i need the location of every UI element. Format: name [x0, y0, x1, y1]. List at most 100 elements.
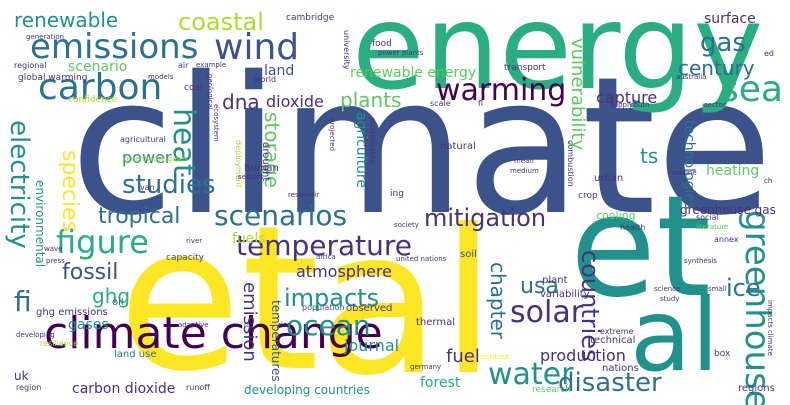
- word-technical: technical: [590, 335, 636, 346]
- word-resilience: resilience: [40, 339, 79, 348]
- word-greenhouse-gas: greenhouse gas: [680, 203, 776, 217]
- word-natural: natural: [440, 141, 476, 152]
- word-population: population: [302, 303, 345, 312]
- word-ocean: ocean: [286, 309, 371, 342]
- word-forest: forest: [420, 375, 461, 391]
- word-fuel: fuel: [446, 346, 480, 367]
- word-nations: nations: [602, 363, 639, 374]
- word-atmosphere: atmosphere: [296, 262, 392, 281]
- word-projected: projected: [328, 118, 336, 152]
- word-research: research: [532, 385, 571, 395]
- word-scenario: scenario: [68, 59, 128, 75]
- word-region: region: [16, 383, 42, 392]
- word-countries: countries: [576, 250, 604, 362]
- word-electricity: electricity: [4, 120, 34, 249]
- word-wave: wave: [44, 245, 63, 253]
- word-sectors: sectors: [238, 173, 264, 181]
- word-extreme: extreme: [600, 327, 634, 336]
- word-ch: ch: [764, 177, 773, 185]
- word-temperature: temperature: [236, 229, 412, 262]
- word-fossil: fossil: [62, 260, 119, 285]
- word-institute: institute: [480, 353, 509, 361]
- word-capacity: capacity: [166, 253, 204, 263]
- word-urban: urban: [594, 173, 624, 184]
- word-global-warming: global warming: [18, 73, 88, 83]
- word-press: press: [46, 257, 65, 265]
- word-gases: gases: [68, 317, 109, 333]
- word-ghg: ghg: [92, 284, 131, 308]
- word-world: world: [254, 75, 277, 84]
- word-renewable: renewable: [14, 8, 119, 32]
- word-water: water: [488, 357, 574, 392]
- word-social: social: [696, 213, 719, 222]
- word-temperatures: temperatures: [269, 300, 283, 382]
- word-example: example: [196, 61, 227, 69]
- word-heat: heat: [166, 108, 201, 176]
- word-medium: medium: [510, 167, 539, 175]
- word-regions: regions: [738, 383, 775, 394]
- word-surface: surface: [704, 11, 756, 27]
- word-capture: capture: [596, 88, 658, 107]
- word-air: air: [178, 61, 189, 70]
- word-deployment: deployment: [234, 140, 243, 188]
- word-climate: climate: [70, 36, 773, 257]
- word-marine: marine: [672, 169, 697, 177]
- word-van: van: [140, 183, 155, 192]
- word-mitigation: mitigation: [424, 204, 547, 232]
- word-oil: oil: [112, 297, 124, 308]
- word-fl: fl: [478, 99, 484, 108]
- word-united-nations: united nations: [396, 255, 447, 263]
- word-models: models: [148, 73, 174, 81]
- word-germany: germany: [410, 363, 442, 371]
- word-warming: warming: [436, 73, 567, 108]
- word-agriculture: agriculture: [353, 112, 369, 188]
- word-power-plants: power plants: [378, 49, 424, 57]
- word-river: river: [186, 237, 203, 245]
- word-developing: developing: [16, 331, 55, 339]
- word-land: land: [264, 63, 295, 79]
- word-et-2: et: [570, 166, 712, 329]
- word-plants: plants: [340, 88, 402, 112]
- word-coastal: coastal: [178, 8, 264, 36]
- word-sector: sector: [704, 101, 726, 109]
- word-cooling: cooling: [596, 209, 636, 222]
- word-variability: variability: [540, 289, 590, 300]
- word-dioxide: dioxide: [266, 92, 324, 111]
- word-figure: figure: [56, 223, 149, 261]
- word-vulnerability: vulnerability: [567, 38, 588, 151]
- word-emission: emission: [239, 282, 260, 362]
- word-carbon: carbon: [38, 67, 163, 108]
- word-drought: drought: [260, 142, 271, 182]
- word-greenhouse: greenhouse: [737, 210, 777, 405]
- word-thermal: thermal: [416, 317, 455, 328]
- word-developing-countries: developing countries: [244, 383, 370, 397]
- word-scale: scale: [430, 99, 451, 108]
- word-synthesis: synthesis: [684, 257, 717, 265]
- word-runoff: runoff: [186, 383, 210, 392]
- word-emissions: emissions: [30, 27, 199, 67]
- word-environmental: environmental: [33, 180, 47, 268]
- word-fi: fi: [14, 285, 32, 318]
- word-ice: ice: [726, 274, 761, 302]
- word-transport: transport: [504, 63, 546, 73]
- word-renewable-energy: renewable energy: [350, 65, 477, 81]
- word-generation: generation: [26, 33, 65, 41]
- word-al-2: al: [630, 277, 720, 394]
- word-study: study: [660, 295, 680, 303]
- word-ing: ing: [390, 189, 404, 199]
- word-annex: annex: [714, 235, 739, 244]
- word-ecosystem: ecosystem: [212, 104, 220, 142]
- word-rise: rise: [278, 321, 291, 329]
- word-science: science: [654, 285, 681, 293]
- word-ts: ts: [640, 144, 659, 168]
- word-sea: sea: [720, 69, 783, 110]
- word-uk: uk: [14, 369, 29, 383]
- word-reservoir: reservoir: [288, 191, 320, 199]
- word-technologies: technologies: [681, 120, 697, 210]
- word-greenhouse-gases: greenhouse gases: [124, 155, 188, 163]
- word-energy: energy: [352, 0, 764, 116]
- word-power: power: [122, 148, 172, 167]
- word-wind: wind: [214, 27, 300, 68]
- word-century: century: [678, 56, 755, 80]
